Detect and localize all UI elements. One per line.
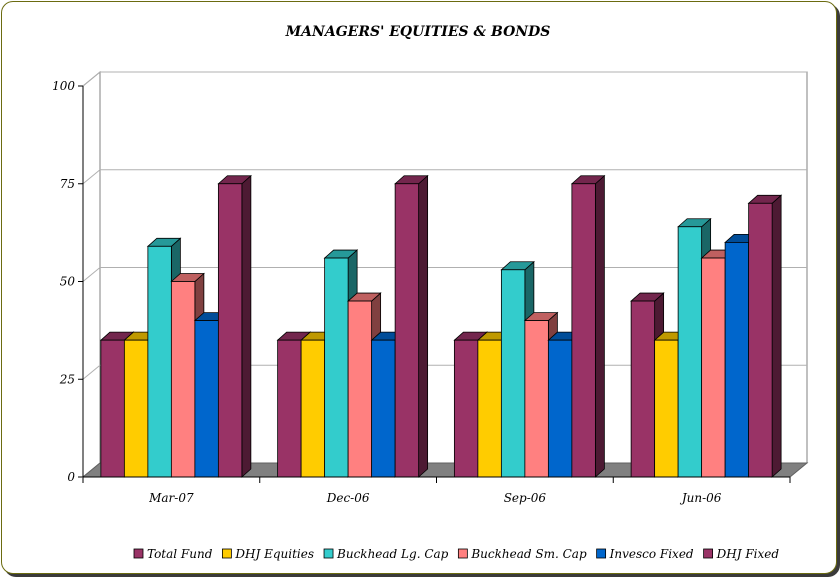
legend: Total Fund DHJ Equities Buckhead Lg. Cap Bu…: [133, 547, 780, 561]
bar-front: [630, 300, 656, 478]
gridline-side: [82, 71, 101, 87]
bar-front: [123, 339, 149, 478]
bar-front: [677, 226, 703, 478]
legend-swatch: [457, 548, 468, 559]
legend-item: DHJ Fixed: [703, 547, 780, 561]
legend-label: DHJ Equities: [234, 547, 314, 561]
legend-swatch: [323, 548, 334, 559]
x-tick-label: Dec-06: [326, 491, 370, 505]
bar-front: [654, 339, 679, 478]
bar-side: [418, 174, 429, 478]
bar-front: [394, 183, 420, 478]
bar: [570, 174, 606, 478]
legend-label: Buckhead Lg. Cap: [336, 547, 449, 561]
bar-front: [371, 339, 396, 478]
bar-front: [217, 183, 243, 478]
bar-side: [241, 174, 252, 478]
bar-front: [571, 183, 596, 478]
x-tick-label: Mar-07: [148, 491, 194, 505]
gridline-side: [82, 169, 101, 185]
legend-label: DHJ Fixed: [716, 547, 780, 561]
legend-item: Buckhead Lg. Cap: [323, 547, 449, 561]
bar-front: [524, 320, 549, 478]
bar-front: [347, 300, 373, 478]
gridline-side: [82, 267, 101, 282]
legend-label: Invesco Fixed: [609, 547, 694, 561]
y-tick-label: 75: [60, 177, 75, 191]
y-tick-label: 25: [59, 372, 75, 386]
bar-front: [500, 269, 526, 478]
legend-swatch: [133, 548, 144, 559]
legend-swatch: [221, 548, 232, 559]
plot-area: 0 25 50 75 100 Mar-07 Dec-06 Sep-06 Jun-06: [52, 70, 809, 505]
bar-front: [477, 339, 502, 478]
bar-front: [300, 339, 326, 478]
legend-item: Total Fund: [133, 547, 213, 561]
legend-item: DHJ Equities: [221, 547, 314, 561]
bar-front: [701, 257, 726, 478]
x-tick-label: Sep-06: [504, 491, 547, 505]
bar-front: [453, 339, 479, 478]
bar-front: [724, 241, 750, 478]
legend-label: Total Fund: [147, 547, 213, 561]
legend-label: Buckhead Sm. Cap: [470, 547, 587, 561]
bar-side: [594, 174, 605, 478]
bar: [217, 174, 252, 478]
bar: [394, 174, 429, 478]
bar-front: [100, 339, 125, 478]
bar: [747, 194, 783, 478]
legend-item: Invesco Fixed: [596, 547, 694, 561]
bar-front: [194, 320, 219, 478]
legend-swatch: [703, 548, 714, 559]
gridline-side: [82, 364, 101, 380]
y-tick-label: 0: [67, 470, 75, 484]
bar-front: [748, 202, 773, 478]
bar-side: [771, 194, 782, 478]
y-tick-label: 50: [60, 275, 76, 289]
bar-front: [324, 257, 349, 478]
bar-front: [147, 245, 172, 478]
bar-front: [547, 339, 573, 478]
y-tick-label: 100: [52, 79, 75, 93]
x-tick-label: Jun-06: [679, 491, 722, 505]
legend-swatch: [596, 548, 607, 559]
chart-title: MANAGERS' EQUITIES & BONDS: [285, 24, 551, 40]
legend-item: Buckhead Sm. Cap: [457, 547, 587, 561]
bar-front: [170, 281, 196, 478]
bar-front: [277, 339, 302, 478]
